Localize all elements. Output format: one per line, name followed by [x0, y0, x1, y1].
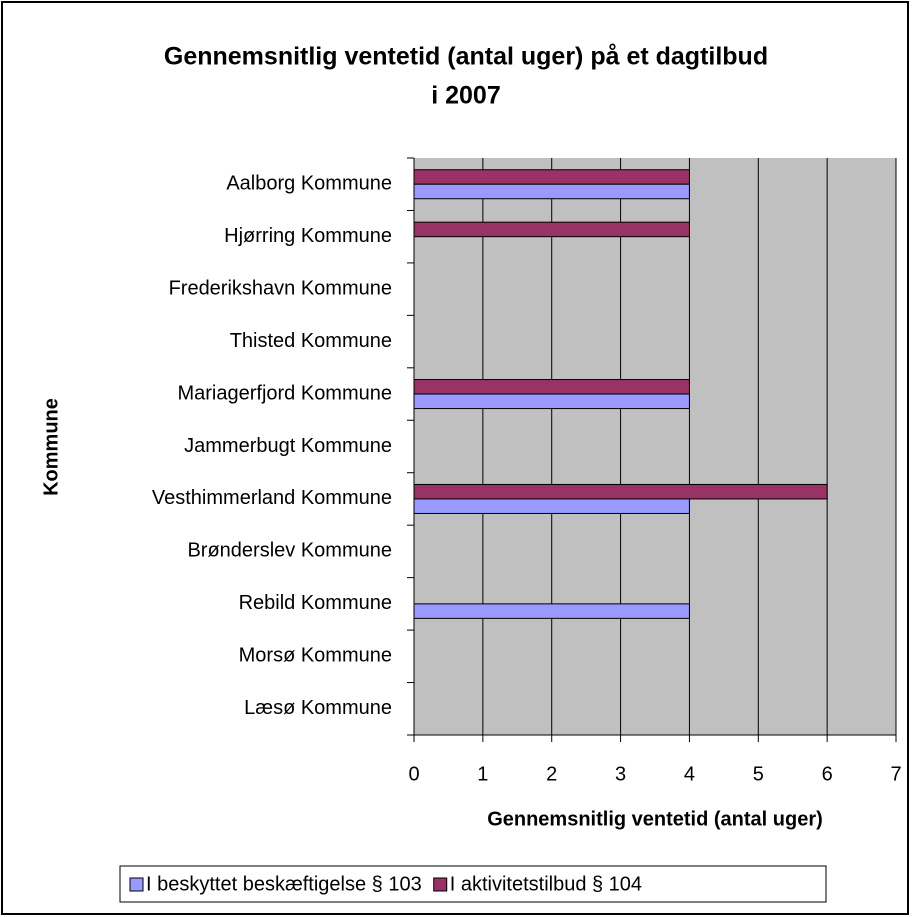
y-tick-label: Brønderslev Kommune: [187, 540, 392, 562]
y-tick-label: Aalborg Kommune: [226, 173, 392, 195]
x-tick-label: 3: [615, 763, 626, 785]
bar: [413, 221, 690, 238]
y-tick-label: Thisted Kommune: [230, 330, 392, 352]
x-axis-label: Gennemsnitlig ventetid (antal uger): [487, 808, 823, 830]
x-tick-label: 4: [684, 763, 695, 785]
chart-title: Gennemsnitlig ventetid (antal uger) på e…: [164, 43, 768, 71]
y-tick-label: Morsø Kommune: [239, 645, 392, 667]
y-tick-label: Hjørring Kommune: [224, 225, 392, 247]
bar: [413, 379, 690, 395]
legend-box: [119, 865, 827, 903]
x-tick-label: 7: [890, 763, 901, 785]
y-tick-label: Mariagerfjord Kommune: [177, 382, 392, 404]
legend-swatch: [129, 877, 144, 892]
y-tick-label: Jammerbugt Kommune: [184, 435, 392, 457]
bar: [413, 603, 690, 619]
legend-swatch: [433, 877, 448, 892]
x-tick-label: 0: [408, 763, 419, 785]
x-tick-label: 5: [753, 763, 764, 785]
x-tick-label: 6: [822, 763, 833, 785]
y-axis-label: Kommune: [40, 398, 62, 496]
y-tick-label: Læsø Kommune: [244, 697, 392, 719]
bar: [413, 483, 828, 500]
bar: [413, 169, 690, 185]
bar: [413, 393, 690, 410]
y-tick-label: Frederikshavn Kommune: [169, 277, 392, 299]
y-tick-label: Rebild Kommune: [239, 592, 392, 614]
plot-area: [414, 158, 896, 735]
legend-label: I beskyttet beskæftigelse § 103: [146, 873, 422, 895]
x-tick-label: 1: [477, 763, 488, 785]
bar: [413, 183, 690, 200]
chart-title: i 2007: [431, 82, 501, 110]
y-tick-label: Vesthimmerland Kommune: [152, 487, 392, 509]
x-tick-label: 2: [546, 763, 557, 785]
legend-label: I aktivitetstilbud § 104: [450, 873, 642, 895]
bar: [413, 498, 690, 514]
